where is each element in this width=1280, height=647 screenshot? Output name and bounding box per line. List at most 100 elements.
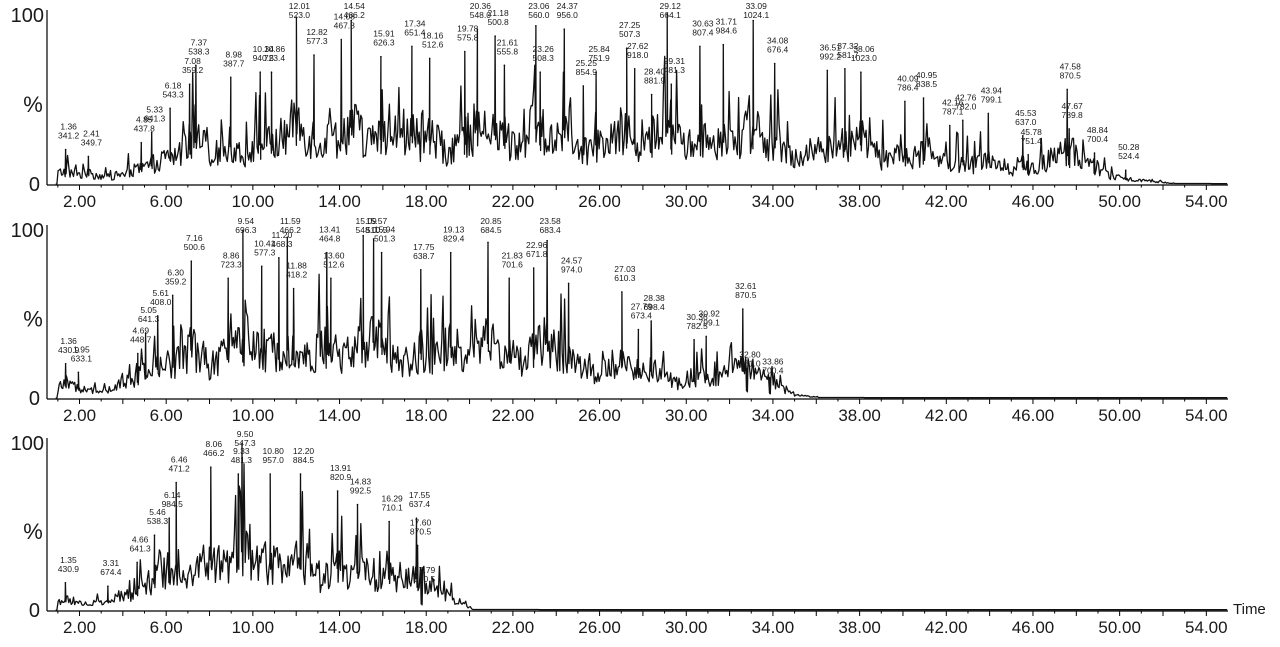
peak-label-mz: 508.3 xyxy=(533,53,555,63)
peak-label-time: 40.95 xyxy=(916,70,938,80)
peak-label-mz: 676.4 xyxy=(767,45,789,55)
peak-label-mz: 870.5 xyxy=(735,290,757,300)
peak-label-mz: 581.7 xyxy=(837,50,859,60)
peak-marker xyxy=(190,260,193,263)
peak-label-mz: 538.3 xyxy=(188,46,210,56)
peak-label-mz: 782.5 xyxy=(686,321,708,331)
peak-label-time: 8.06 xyxy=(206,439,223,449)
peak-label-time: 3.31 xyxy=(103,558,120,568)
peak-label-mz: 637.0 xyxy=(1015,117,1037,127)
peak-marker xyxy=(650,320,652,322)
peak-label-time: 21.18 xyxy=(487,8,509,18)
peak-marker xyxy=(286,236,289,239)
peak-label-mz: 500.6 xyxy=(184,242,206,252)
peak-label-time: 45.53 xyxy=(1015,108,1037,118)
peak-label-time: 8.86 xyxy=(223,250,240,260)
peak-marker xyxy=(336,490,339,492)
peak-label-time: 34.08 xyxy=(767,36,789,46)
peak-label-mz: 577.3 xyxy=(306,36,328,46)
peak-label-mz: 860.5 xyxy=(414,574,436,584)
peak-label-time: 12.20 xyxy=(293,446,315,456)
peak-label-time: 11.88 xyxy=(286,261,307,271)
peak-marker xyxy=(532,267,535,269)
x-tick-label: 18.00 xyxy=(405,618,448,637)
peak-label-time: 29.31 xyxy=(664,56,686,66)
peak-label-mz: 408.0 xyxy=(150,297,172,307)
peak-label-mz: 510.5 xyxy=(366,225,388,235)
peak-label-mz: 1023.0 xyxy=(851,53,877,63)
peak-label-mz: 838.5 xyxy=(916,79,938,89)
peak-label-mz: 992.5 xyxy=(350,486,372,496)
peak-marker xyxy=(752,19,755,22)
y-axis-label-3: % xyxy=(23,519,43,544)
peak-label-time: 19.78 xyxy=(457,24,479,34)
peak-label-time: 5.61 xyxy=(152,288,169,298)
peak-marker xyxy=(948,124,951,127)
peak-marker xyxy=(746,376,748,379)
peak-label-time: 1.95 xyxy=(73,344,90,354)
peak-label-mz: 500.8 xyxy=(487,17,509,27)
peak-label-mz: 481.3 xyxy=(231,455,253,465)
x-tick-label: 10.00 xyxy=(232,192,275,211)
x-tick-label: 10.00 xyxy=(232,406,275,425)
peak-marker xyxy=(260,265,263,268)
peak-marker xyxy=(904,100,906,103)
peak-label-time: 25.25 xyxy=(576,58,598,68)
peak-label-time: 17.60 xyxy=(410,517,432,527)
peak-label-time: 13.60 xyxy=(323,250,345,260)
peak-label-time: 33.86 xyxy=(762,356,784,366)
x-tick-label: 54.00 xyxy=(1185,406,1228,425)
peak-label-mz: 437.8 xyxy=(134,124,156,134)
peak-marker xyxy=(567,282,570,285)
peak-label-mz: 700.4 xyxy=(1087,134,1109,144)
peak-label-mz: 359.2 xyxy=(165,276,187,286)
peak-label-time: 7.08 xyxy=(184,56,201,66)
peak-label-time: 11.59 xyxy=(280,216,301,226)
peak-label-time: 24.57 xyxy=(561,255,583,265)
x-tick-label: 26.00 xyxy=(578,406,621,425)
peak-marker xyxy=(503,64,506,67)
peak-label-mz: 799.1 xyxy=(981,94,1003,104)
peak-label-mz: 870.5 xyxy=(410,526,432,536)
peak-label-time: 6.18 xyxy=(165,80,182,90)
peak-label-mz: 538.3 xyxy=(147,516,169,526)
peak-marker xyxy=(242,229,244,232)
peak-label-time: 25.84 xyxy=(588,44,610,54)
peak-label-time: 6.30 xyxy=(167,267,184,277)
peak-marker xyxy=(87,155,90,158)
peak-label-mz: 674.4 xyxy=(100,567,122,577)
y-axis-label-1: % xyxy=(23,92,43,117)
peak-marker xyxy=(325,251,328,254)
peak-marker xyxy=(188,83,191,86)
peak-label-mz: 807.4 xyxy=(692,27,714,37)
x-tick-label: 26.00 xyxy=(578,192,621,211)
peak-marker xyxy=(156,315,159,317)
peak-label-mz: 448.7 xyxy=(130,335,152,345)
peak-marker xyxy=(563,28,566,31)
peak-label-time: 36.51 xyxy=(820,42,842,52)
x-tick-label: 34.00 xyxy=(752,618,795,637)
peak-marker xyxy=(227,277,229,280)
x-tick-label: 26.00 xyxy=(578,618,621,637)
peak-label-time: 12.01 xyxy=(289,1,311,11)
peak-label-time: 43.94 xyxy=(981,85,1003,95)
peak-label-mz: 710.1 xyxy=(382,503,404,513)
peak-marker xyxy=(494,35,496,37)
peak-label-time: 4.69 xyxy=(133,326,150,336)
peak-label-time: 20.85 xyxy=(480,216,502,226)
peak-label-time: 17.34 xyxy=(404,18,426,28)
peak-label-time: 32.80 xyxy=(739,349,761,359)
peak-label-mz: 854.9 xyxy=(576,67,598,77)
peak-label-time: 27.79 xyxy=(631,302,653,312)
peak-marker xyxy=(241,442,243,445)
peak-marker xyxy=(420,268,422,271)
peak-label-mz: 881.9 xyxy=(644,76,666,86)
x-tick-label: 14.00 xyxy=(318,618,361,637)
peak-label-time: 30.36 xyxy=(686,312,708,322)
chromatogram-trace-2 xyxy=(55,229,1228,399)
peak-label-mz: 466.2 xyxy=(203,448,225,458)
peak-label-mz: 1024.1 xyxy=(743,10,769,20)
x-tick-label: 22.00 xyxy=(492,618,535,637)
x-tick-label: 38.00 xyxy=(838,618,881,637)
